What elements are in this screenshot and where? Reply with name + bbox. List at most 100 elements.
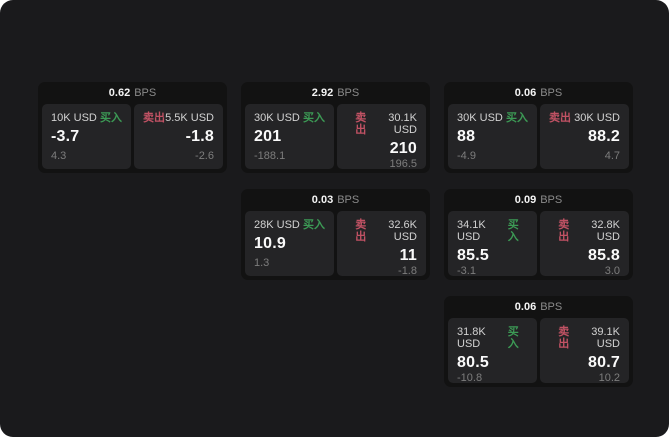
quote-grid: 0.62 BPS 10K USD 买入 -3.7 4.3 卖出 5.5K USD… (38, 82, 633, 387)
buy-panel[interactable]: 10K USD 买入 -3.7 4.3 (42, 104, 131, 169)
sell-side-label: 卖出 (143, 112, 165, 124)
sell-panel-top: 卖出 30.1K USD (346, 112, 417, 136)
sell-panel-top: 卖出 32.6K USD (346, 219, 417, 243)
sell-panel[interactable]: 卖出 5.5K USD -1.8 -2.6 (134, 104, 223, 169)
spread-bps-unit: BPS (134, 86, 157, 99)
sell-sub-value: 3.0 (604, 264, 620, 277)
buy-sub-value: -10.8 (457, 371, 483, 384)
sell-price-value: 11 (399, 247, 417, 265)
buy-panel-top: 28K USD 买入 (254, 219, 325, 231)
buy-panel[interactable]: 28K USD 买入 10.9 1.3 (245, 211, 334, 276)
sell-size-label: 30K USD (574, 112, 620, 124)
buy-panel[interactable]: 30K USD 买入 201 -188.1 (245, 104, 334, 169)
spread-bps-value: 0.03 (311, 193, 334, 206)
quote-card: 0.06 BPS 30K USD 买入 88 -4.9 卖出 30K USD 8… (444, 82, 633, 173)
spread-bps-unit: BPS (337, 86, 360, 99)
quote-panels: 28K USD 买入 10.9 1.3 卖出 32.6K USD 11 -1.8 (245, 211, 426, 277)
spread-bps-value: 0.06 (514, 86, 537, 99)
sell-sub-value: 196.5 (389, 157, 417, 170)
buy-price-value: 10.9 (254, 235, 286, 253)
sell-sub-value: 4.7 (604, 149, 620, 162)
buy-side-label: 买入 (506, 112, 528, 124)
spread-bps-unit: BPS (540, 300, 563, 313)
buy-size-label: 34.1K USD (457, 219, 486, 244)
card-header: 0.06 BPS (448, 82, 629, 104)
buy-size-label: 30K USD (457, 112, 503, 124)
sell-size-label: 5.5K USD (165, 112, 214, 124)
card-header: 0.09 BPS (448, 189, 629, 211)
sell-side-label: 卖出 (355, 219, 367, 244)
buy-sub-value: 4.3 (51, 149, 67, 162)
buy-panel[interactable]: 30K USD 买入 88 -4.9 (448, 104, 537, 169)
buy-side-label: 买入 (303, 219, 325, 231)
sell-panel[interactable]: 卖出 39.1K USD 80.7 10.2 (540, 318, 629, 384)
buy-side-label: 买入 (507, 326, 519, 351)
buy-sub-value: -3.1 (457, 264, 476, 277)
sell-price-value: -1.8 (185, 128, 214, 146)
sell-size-label: 39.1K USD (591, 326, 620, 351)
sell-panel-top: 卖出 39.1K USD (549, 326, 620, 350)
quote-card: 0.06 BPS 31.8K USD 买入 80.5 -10.8 卖出 39.1… (444, 296, 633, 387)
buy-size-label: 10K USD (51, 112, 97, 124)
sell-panel-top: 卖出 32.8K USD (549, 219, 620, 243)
sell-size-label: 32.8K USD (591, 219, 620, 244)
card-header: 2.92 BPS (245, 82, 426, 104)
quote-card: 0.03 BPS 28K USD 买入 10.9 1.3 卖出 32.6K US… (241, 189, 430, 280)
card-header: 0.03 BPS (245, 189, 426, 211)
sell-panel-top: 卖出 30K USD (549, 112, 620, 124)
sell-side-label: 卖出 (549, 112, 571, 124)
sell-panel[interactable]: 卖出 30K USD 88.2 4.7 (540, 104, 629, 169)
spread-bps-value: 0.06 (514, 300, 537, 313)
buy-panel-top: 34.1K USD 买入 (457, 219, 528, 243)
sell-panel-top: 卖出 5.5K USD (143, 112, 214, 124)
sell-price-value: 210 (389, 140, 417, 158)
buy-panel[interactable]: 34.1K USD 买入 85.5 -3.1 (448, 211, 537, 277)
buy-sub-value: 1.3 (254, 256, 270, 269)
spread-bps-unit: BPS (540, 193, 563, 206)
buy-panel[interactable]: 31.8K USD 买入 80.5 -10.8 (448, 318, 537, 384)
sell-side-label: 卖出 (558, 219, 570, 244)
card-header: 0.62 BPS (42, 82, 223, 104)
quote-card: 0.62 BPS 10K USD 买入 -3.7 4.3 卖出 5.5K USD… (38, 82, 227, 173)
spread-bps-unit: BPS (337, 193, 360, 206)
sell-sub-value: -1.8 (398, 264, 417, 277)
sell-price-value: 85.8 (588, 247, 620, 265)
quote-panels: 34.1K USD 买入 85.5 -3.1 卖出 32.8K USD 85.8… (448, 211, 629, 277)
buy-sub-value: -188.1 (254, 149, 286, 162)
quote-panels: 31.8K USD 买入 80.5 -10.8 卖出 39.1K USD 80.… (448, 318, 629, 384)
sell-price-value: 88.2 (588, 128, 620, 146)
buy-panel-top: 30K USD 买入 (254, 112, 325, 124)
sell-panel[interactable]: 卖出 32.8K USD 85.8 3.0 (540, 211, 629, 277)
sell-price-value: 80.7 (588, 354, 620, 372)
buy-size-label: 28K USD (254, 219, 300, 231)
quote-panels: 30K USD 买入 201 -188.1 卖出 30.1K USD 210 1… (245, 104, 426, 170)
sell-sub-value: -2.6 (195, 149, 214, 162)
sell-side-label: 卖出 (558, 326, 570, 351)
buy-side-label: 买入 (100, 112, 122, 124)
buy-sub-value: -4.9 (457, 149, 476, 162)
sell-sub-value: 10.2 (598, 371, 620, 384)
spread-bps-unit: BPS (540, 86, 563, 99)
sell-size-label: 32.6K USD (388, 219, 417, 244)
quote-card: 0.09 BPS 34.1K USD 买入 85.5 -3.1 卖出 32.8K… (444, 189, 633, 280)
buy-price-value: 85.5 (457, 247, 489, 265)
buy-side-label: 买入 (303, 112, 325, 124)
buy-price-value: 80.5 (457, 354, 489, 372)
buy-side-label: 买入 (507, 219, 519, 244)
spread-bps-value: 0.09 (514, 193, 537, 206)
quote-panels: 30K USD 买入 88 -4.9 卖出 30K USD 88.2 4.7 (448, 104, 629, 169)
buy-size-label: 31.8K USD (457, 326, 486, 351)
buy-price-value: 201 (254, 128, 282, 146)
sell-side-label: 卖出 (355, 112, 367, 137)
spread-bps-value: 0.62 (108, 86, 131, 99)
sell-size-label: 30.1K USD (388, 112, 417, 137)
buy-panel-top: 30K USD 买入 (457, 112, 528, 124)
quote-card: 2.92 BPS 30K USD 买入 201 -188.1 卖出 30.1K … (241, 82, 430, 173)
sell-panel[interactable]: 卖出 30.1K USD 210 196.5 (337, 104, 426, 170)
sell-panel[interactable]: 卖出 32.6K USD 11 -1.8 (337, 211, 426, 277)
spread-bps-value: 2.92 (311, 86, 334, 99)
buy-panel-top: 10K USD 买入 (51, 112, 122, 124)
buy-price-value: 88 (457, 128, 476, 146)
buy-size-label: 30K USD (254, 112, 300, 124)
